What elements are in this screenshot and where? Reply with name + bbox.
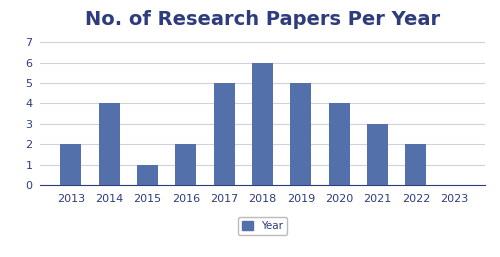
Bar — [406, 144, 426, 185]
Bar — [214, 83, 234, 185]
Bar — [367, 124, 388, 185]
Bar — [176, 144, 197, 185]
Bar — [252, 62, 273, 185]
Title: No. of Research Papers Per Year: No. of Research Papers Per Year — [85, 10, 440, 29]
Bar — [328, 103, 349, 185]
Bar — [290, 83, 312, 185]
Bar — [60, 144, 82, 185]
Bar — [98, 103, 119, 185]
Bar — [137, 165, 158, 185]
Legend: Year: Year — [238, 217, 287, 235]
